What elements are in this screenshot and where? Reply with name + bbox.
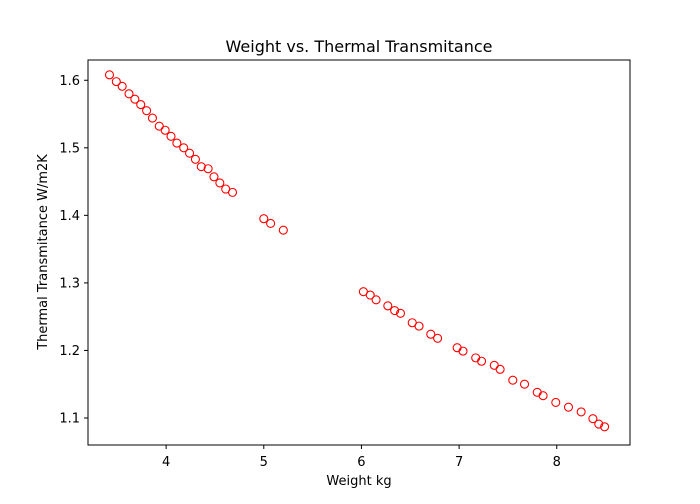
data-point-33: [433, 333, 443, 343]
data-point-25: [365, 290, 375, 300]
data-point-6: [142, 106, 152, 116]
data-point-4: [130, 94, 140, 104]
data-point-27: [383, 301, 393, 311]
data-point-28: [390, 306, 400, 316]
data-point-22: [266, 218, 276, 229]
x-axis-ticks: 4 5 6 7 8: [162, 445, 561, 470]
x-tick-label-1: 5: [260, 455, 268, 470]
data-point-5: [136, 100, 146, 110]
data-point-29: [395, 308, 406, 318]
data-point-0: [104, 70, 115, 80]
y-tick-label-1: 1.2: [59, 344, 80, 359]
y-axis-ticks: 1.1 1.2 1.3 1.4 1.5 1.6: [59, 74, 88, 426]
chart-title: Weight vs. Thermal Transmitance: [226, 37, 493, 56]
data-point-49: [600, 422, 610, 432]
data-point-13: [185, 148, 195, 158]
data-points: [104, 70, 610, 432]
x-tick-label-4: 8: [553, 455, 561, 470]
data-point-2: [117, 81, 127, 91]
data-point-11: [172, 138, 182, 148]
data-point-10: [166, 131, 176, 141]
data-point-14: [190, 154, 200, 164]
data-point-43: [538, 391, 548, 401]
y-tick-label-4: 1.5: [59, 141, 80, 156]
data-point-1: [111, 77, 121, 87]
y-tick-label-0: 1.1: [59, 411, 80, 426]
data-point-17: [209, 172, 219, 182]
data-point-16: [203, 164, 213, 174]
data-point-47: [588, 414, 598, 424]
y-tick-label-2: 1.3: [59, 276, 80, 291]
data-point-46: [576, 407, 586, 417]
data-point-21: [259, 214, 269, 224]
x-tick-label-3: 7: [455, 455, 463, 470]
data-point-12: [179, 143, 189, 153]
data-point-44: [551, 397, 561, 407]
y-tick-label-3: 1.4: [59, 209, 80, 224]
data-point-7: [147, 113, 158, 123]
y-tick-label-5: 1.6: [59, 74, 80, 89]
data-point-20: [227, 187, 238, 197]
plot-frame: [87, 59, 631, 446]
data-point-15: [196, 162, 206, 172]
data-point-18: [215, 178, 225, 188]
data-point-31: [414, 321, 424, 331]
x-tick-label-2: 6: [357, 455, 365, 470]
data-point-35: [458, 346, 468, 356]
x-axis-label: Weight kg: [326, 474, 391, 489]
data-point-3: [124, 89, 134, 99]
data-point-40: [508, 375, 518, 385]
data-point-45: [563, 402, 574, 412]
x-tick-label-0: 4: [162, 455, 170, 470]
data-point-41: [519, 379, 530, 389]
data-point-26: [371, 295, 381, 305]
data-point-39: [495, 364, 505, 374]
data-point-37: [477, 356, 487, 366]
data-point-23: [278, 225, 288, 235]
data-point-9: [160, 125, 170, 135]
data-point-48: [594, 419, 604, 429]
data-point-32: [426, 329, 436, 339]
y-axis-label: Thermal Transmitance W/m2K: [36, 154, 51, 351]
